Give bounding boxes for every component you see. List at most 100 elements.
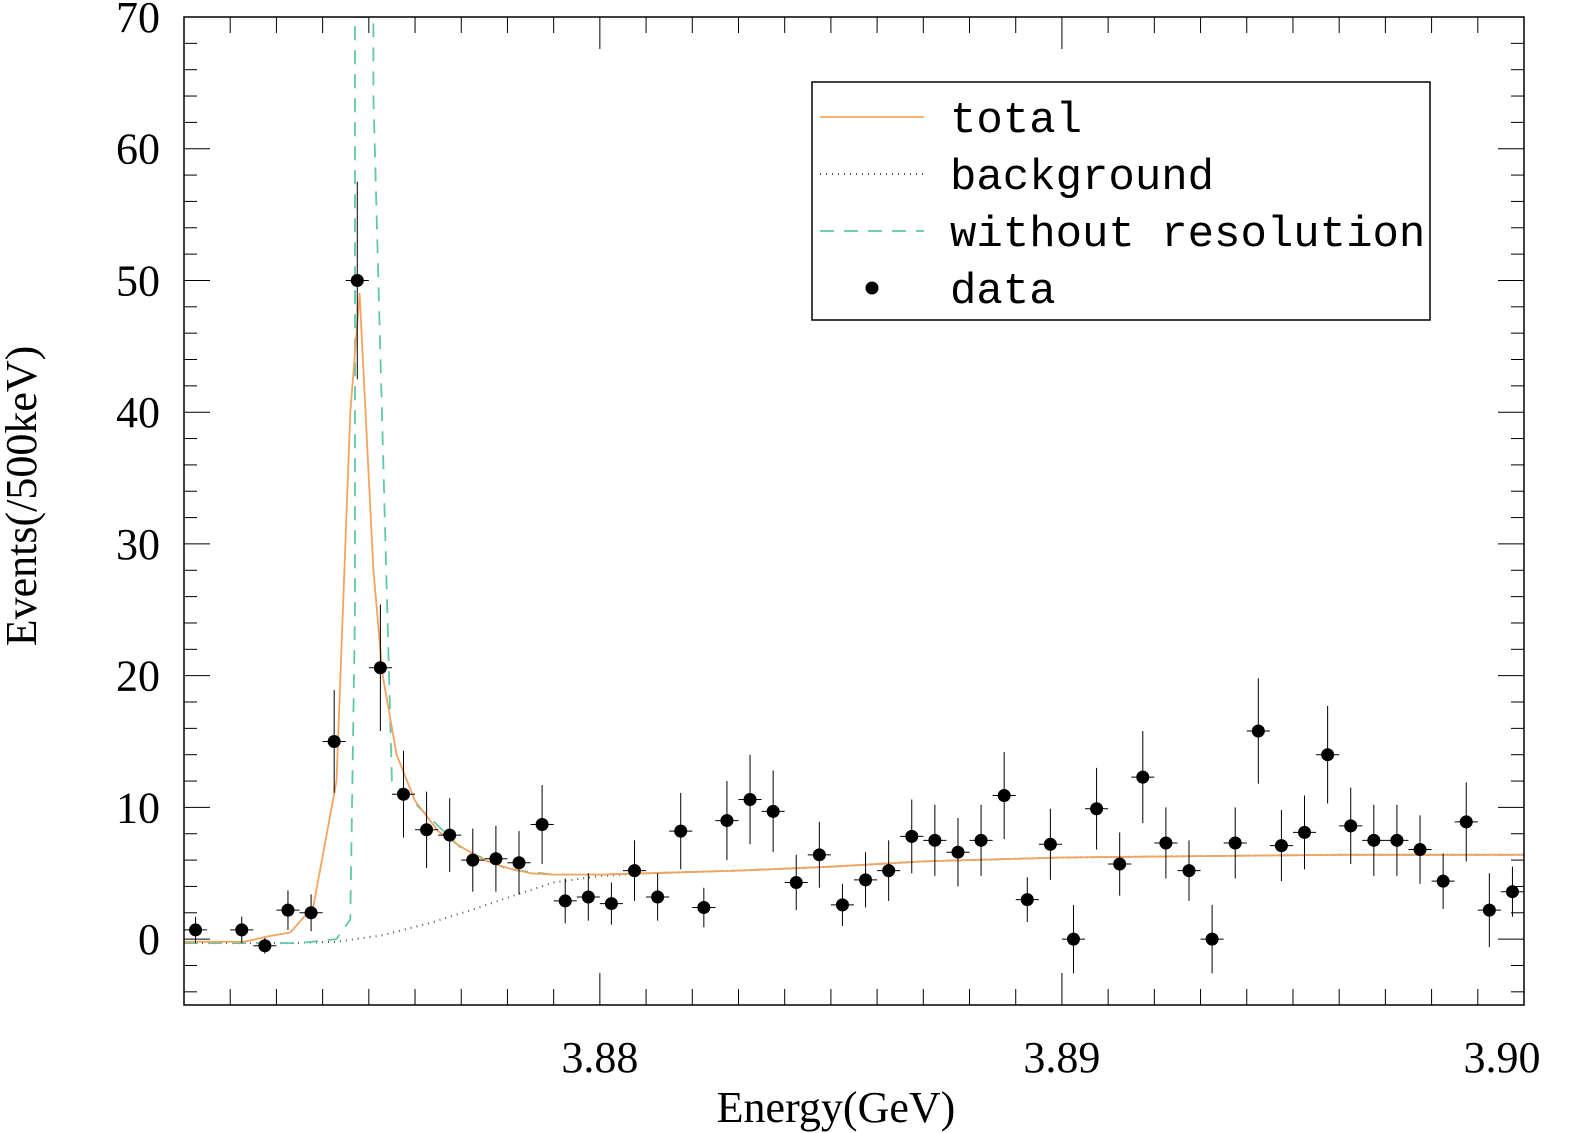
data-point: [1431, 853, 1455, 909]
data-point: [253, 937, 277, 954]
data-marker: [674, 824, 688, 838]
data-point: [646, 873, 670, 921]
y-tick-label: 30: [116, 520, 160, 569]
legend: total background without resolution data: [811, 81, 1431, 321]
data-point: [553, 878, 577, 924]
data-point: [1061, 904, 1086, 974]
data-marker: [1505, 885, 1519, 899]
data-marker: [1344, 819, 1358, 833]
data-marker: [189, 923, 203, 937]
data-marker: [1367, 833, 1381, 847]
data-marker: [974, 833, 988, 847]
tick-labels: 0 10 20 30 40 50 60 70 3.88 3.89 3.90: [116, 0, 1541, 1082]
data-marker: [558, 894, 572, 908]
data-marker: [1066, 932, 1080, 946]
data-point: [1038, 808, 1062, 880]
data-point: [230, 916, 254, 944]
data-marker: [1274, 839, 1288, 853]
data-point: [1223, 807, 1247, 879]
data-point: [1385, 804, 1409, 876]
data-point: [1292, 795, 1317, 870]
fit-curves: [184, 17, 1524, 945]
data-point: [969, 804, 993, 876]
data-marker: [258, 939, 272, 953]
data-point: [669, 792, 693, 870]
data-point: [992, 752, 1016, 840]
y-tick-label: 60: [116, 125, 160, 174]
x-tick-label: 3.89: [1023, 1033, 1100, 1082]
data-marker: [1113, 857, 1127, 871]
data-point: [1454, 782, 1478, 862]
data-marker: [882, 864, 896, 878]
data-marker: [327, 735, 341, 749]
data-point: [784, 854, 808, 911]
data-marker: [720, 814, 734, 828]
data-marker: [443, 828, 457, 842]
data-marker: [1205, 932, 1219, 946]
data-point: [438, 798, 462, 872]
data-point: [807, 821, 831, 888]
data-point: [761, 770, 785, 853]
data-point: [877, 840, 901, 901]
data-marker: [743, 792, 757, 806]
data-marker: [1182, 864, 1196, 878]
data-marker: [812, 848, 826, 862]
data-marker: [350, 273, 364, 287]
series-total: [184, 292, 1524, 943]
data-point: [461, 828, 485, 892]
y-tick-label: 20: [116, 652, 160, 701]
data-point: [1246, 678, 1270, 784]
data-point: [1500, 866, 1524, 917]
data-marker: [489, 852, 503, 866]
data-points: [184, 181, 1524, 974]
data-point: [322, 690, 346, 793]
data-point: [1154, 807, 1178, 879]
data-marker: [304, 906, 318, 920]
x-axis-title: Energy(GeV): [717, 1083, 956, 1132]
data-point: [738, 754, 762, 845]
data-marker: [235, 923, 249, 937]
data-point: [715, 781, 739, 861]
data-point: [1015, 877, 1039, 923]
legend-label-without-resolution: without resolution: [950, 210, 1425, 260]
legend-label-data: data: [950, 267, 1056, 317]
y-axis-title: Events(/500keV): [0, 346, 46, 647]
data-marker: [373, 661, 387, 675]
data-point: [299, 894, 323, 932]
data-marker: [789, 875, 803, 889]
data-marker: [466, 853, 480, 867]
data-marker: [420, 823, 434, 837]
data-point: [1200, 904, 1224, 974]
data-marker: [835, 898, 849, 912]
data-marker: [928, 833, 942, 847]
data-marker: [905, 829, 919, 843]
x-tick-label: 3.88: [561, 1033, 638, 1082]
data-marker: [535, 818, 549, 832]
data-marker: [1413, 843, 1427, 857]
data-marker: [1390, 833, 1404, 847]
legend-box: [811, 81, 1431, 321]
y-tick-label: 50: [116, 256, 160, 305]
data-marker: [1436, 874, 1450, 888]
legend-swatch-data: [865, 281, 879, 295]
data-point: [1085, 767, 1109, 850]
data-point: [599, 882, 623, 925]
data-point: [484, 825, 508, 892]
data-marker: [951, 845, 965, 859]
data-point: [946, 817, 970, 887]
data-marker: [1090, 802, 1104, 816]
data-marker: [604, 897, 618, 911]
data-marker: [512, 856, 526, 870]
data-point: [622, 840, 647, 901]
data-point: [854, 852, 878, 908]
legend-label-total: total: [950, 96, 1082, 146]
data-marker: [1136, 770, 1150, 784]
legend-label-background: background: [950, 153, 1214, 203]
data-marker: [1228, 836, 1242, 850]
data-point: [830, 883, 854, 926]
data-point: [415, 791, 439, 868]
data-point: [1269, 810, 1293, 882]
data-marker: [651, 890, 665, 904]
data-point: [530, 785, 554, 865]
